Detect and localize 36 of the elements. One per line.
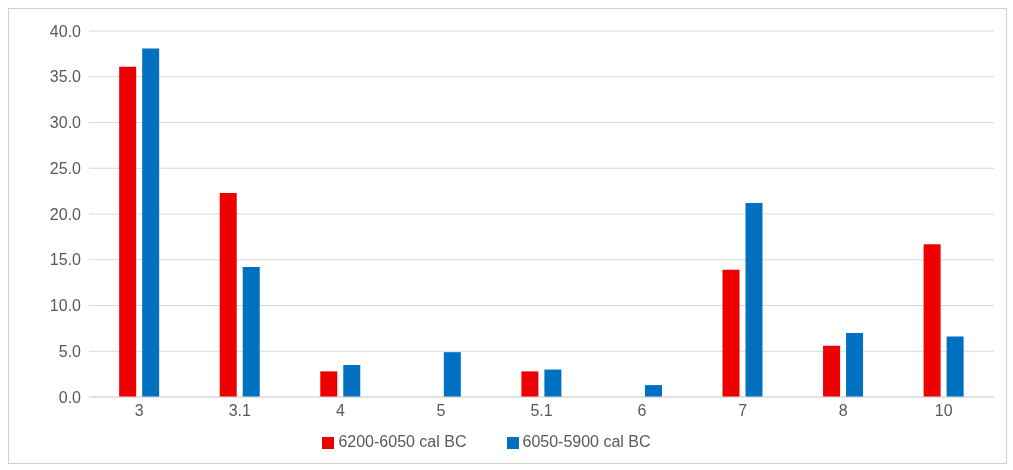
bar bbox=[219, 192, 237, 397]
y-tick-label: 20.0 bbox=[49, 205, 82, 223]
x-tick-label: 3 bbox=[134, 402, 144, 420]
y-tick-label: 35.0 bbox=[49, 68, 82, 86]
x-tick-label: 6 bbox=[637, 402, 647, 420]
bar bbox=[242, 267, 260, 397]
x-tick-label: 5.1 bbox=[530, 402, 553, 420]
bar bbox=[722, 269, 740, 397]
x-tick-label: 10 bbox=[934, 402, 953, 420]
bar bbox=[443, 352, 461, 397]
bar bbox=[544, 369, 562, 397]
bar bbox=[745, 203, 763, 397]
bar bbox=[521, 371, 539, 397]
y-tick-label: 25.0 bbox=[49, 159, 82, 177]
x-tick-label: 7 bbox=[738, 402, 748, 420]
bar bbox=[846, 332, 864, 397]
bar bbox=[823, 345, 841, 397]
bar bbox=[142, 48, 160, 397]
legend-label: 6200-6050 cal BC bbox=[338, 433, 467, 450]
y-tick-label: 10.0 bbox=[49, 297, 82, 315]
bar bbox=[923, 244, 941, 397]
bar bbox=[644, 385, 662, 397]
x-tick-label: 4 bbox=[335, 402, 345, 420]
bar bbox=[320, 371, 338, 397]
y-tick-label: 30.0 bbox=[49, 114, 82, 132]
x-tick-label: 5 bbox=[436, 402, 446, 420]
x-tick-label: 3.1 bbox=[228, 402, 252, 420]
bar bbox=[119, 66, 137, 397]
y-tick-label: 0.0 bbox=[58, 388, 82, 406]
y-tick-label: 5.0 bbox=[58, 342, 82, 360]
y-tick-label: 40.0 bbox=[49, 22, 82, 40]
bar bbox=[946, 336, 964, 397]
x-tick-label: 8 bbox=[838, 402, 848, 420]
legend-label: 6050-5900 cal BC bbox=[522, 433, 651, 450]
y-tick-label: 15.0 bbox=[49, 251, 82, 269]
bar bbox=[343, 364, 361, 397]
